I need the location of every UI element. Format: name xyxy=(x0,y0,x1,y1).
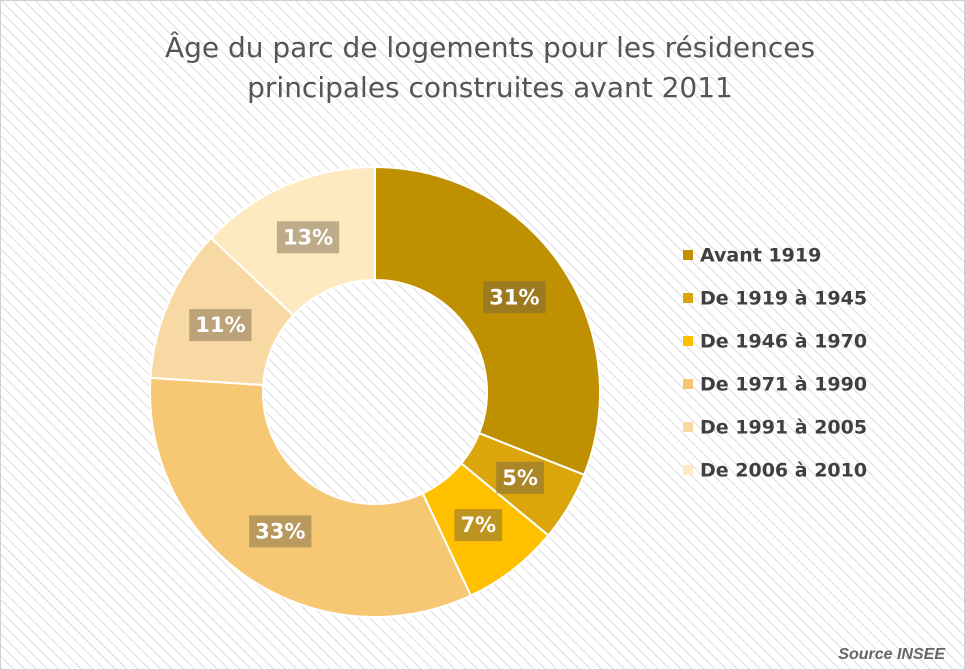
value-label-box xyxy=(189,309,252,342)
value-label-box xyxy=(249,515,312,548)
legend-label: Avant 1919 xyxy=(700,245,821,267)
legend-marker xyxy=(683,250,693,260)
value-label-box xyxy=(276,221,340,254)
value-label: 7% xyxy=(460,513,496,537)
legend-label: De 1919 à 1945 xyxy=(700,288,867,310)
value-label: 11% xyxy=(195,313,245,337)
legend-label: De 2006 à 2010 xyxy=(700,460,867,482)
value-label-box xyxy=(454,509,503,542)
legend-marker xyxy=(683,379,693,389)
legend-label: De 1991 à 2005 xyxy=(700,417,867,439)
slice xyxy=(149,376,473,618)
legend-marker xyxy=(683,465,693,475)
legend-marker xyxy=(683,293,693,303)
value-label: 31% xyxy=(489,285,539,309)
chart-title: Âge du parc de logements pour les réside… xyxy=(164,31,816,104)
value-label-box xyxy=(483,281,546,314)
value-label: 33% xyxy=(255,519,305,543)
value-label: 5% xyxy=(502,466,538,490)
legend-label: De 1971 à 1990 xyxy=(700,374,867,396)
source: Source INSEE xyxy=(838,646,946,663)
legend-marker xyxy=(683,422,693,432)
value-label-box xyxy=(496,461,544,494)
slice xyxy=(374,165,601,477)
legend-marker xyxy=(683,336,693,346)
slice xyxy=(209,165,376,317)
value-label: 13% xyxy=(283,225,333,249)
legend-label: De 1946 à 1970 xyxy=(700,331,867,353)
